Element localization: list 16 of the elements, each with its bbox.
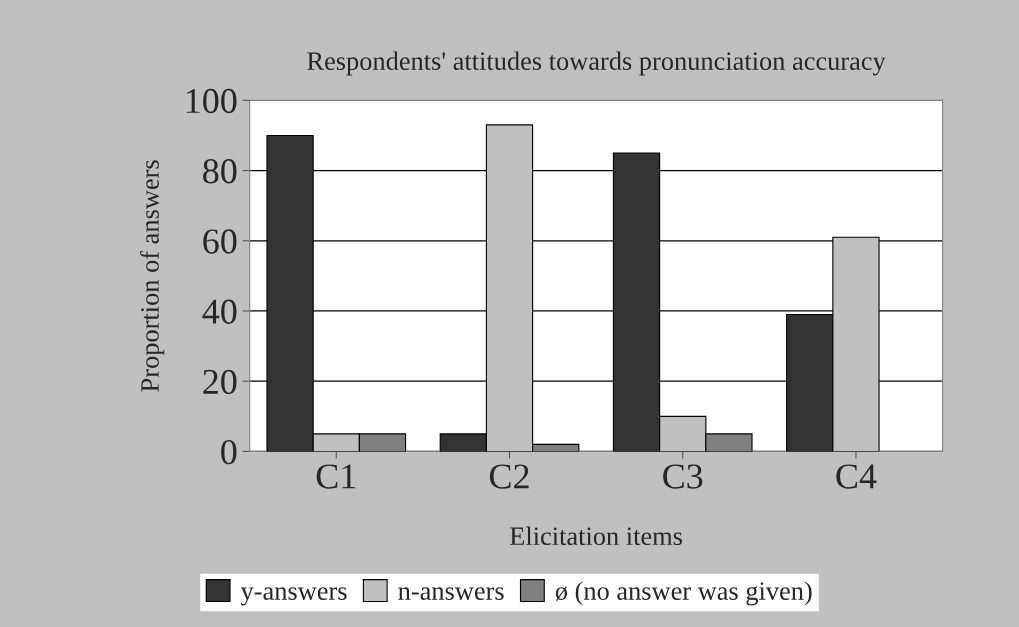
chart-title: Respondents' attitudes towards pronunciation accuracy: [307, 51, 886, 76]
y-tick-label: 0: [221, 439, 237, 465]
x-tick-label: C4: [836, 464, 877, 489]
y-tick-label: 40: [202, 299, 237, 324]
legend-label: ø (no answer was given): [555, 581, 812, 606]
y-tick-label: 60: [203, 229, 237, 254]
legend-label: y-answers: [240, 587, 347, 606]
y-tick-label: 20: [203, 369, 237, 395]
x-tick-label: C3: [663, 464, 703, 489]
y-axis-title: Proportion of answers: [140, 160, 165, 392]
x-tick-label: C2: [489, 464, 529, 489]
y-tick-label: 100: [186, 88, 237, 114]
x-axis-title: Elicitation items: [510, 526, 683, 546]
y-tick-label: 80: [203, 159, 237, 184]
legend-label: n-answers: [398, 587, 504, 600]
x-tick-label: C1: [316, 464, 356, 489]
